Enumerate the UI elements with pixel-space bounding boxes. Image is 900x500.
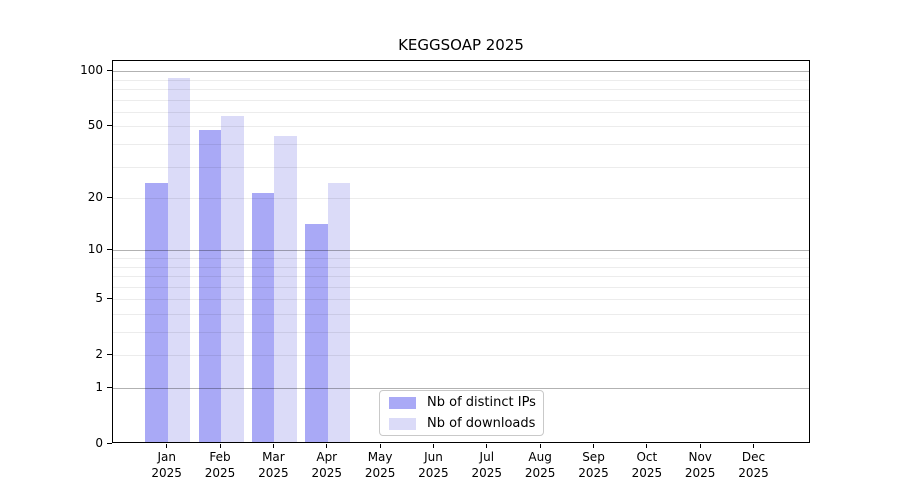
y-tick-mark [107,443,112,444]
x-tick-label: Sep 2025 [578,450,609,480]
y-tick-label: 50 [87,118,103,133]
x-tick-label: Apr 2025 [311,450,343,480]
minor-gridline [113,266,809,268]
bar-apr-downloads [327,182,351,442]
x-tick-mark [432,444,434,448]
minor-gridline [113,79,809,81]
y-tick-mark [107,354,112,356]
x-tick-mark [539,444,541,448]
x-tick-mark [699,444,701,448]
minor-gridline [113,99,809,101]
bar-jan-downloads [167,77,191,442]
x-tick-label: Jun 2025 [418,450,449,480]
x-tick-label: Jan 2025 [151,450,182,480]
minor-gridline [113,332,809,334]
legend-row: Nb of distinct IPs [389,393,536,412]
y-tick-label: 2 [95,347,103,362]
x-tick-mark [272,444,274,448]
x-tick-label: Aug 2025 [524,450,556,480]
minor-gridline [113,198,809,200]
legend-row: Nb of downloads [389,414,536,433]
y-tick-label: 100 [80,63,103,78]
minor-gridline [113,276,809,278]
y-tick-label: 0 [95,436,103,450]
y-tick-mark [107,298,112,300]
legend-label: Nb of distinct IPs [427,395,536,410]
x-tick-mark [486,444,488,448]
x-tick-label: Jul 2025 [471,450,503,480]
bar-feb-ips [198,130,222,442]
minor-gridline [113,89,809,91]
legend: Nb of distinct IPs Nb of downloads [379,390,544,436]
chart-title: KEGGSOAP 2025 [398,36,524,54]
minor-gridline [113,126,809,128]
minor-gridline [113,286,809,288]
major-gridline [113,250,809,252]
minor-gridline [113,355,809,357]
y-tick-label: 1 [95,380,103,394]
minor-gridline [113,313,809,315]
legend-swatch [389,396,416,409]
major-gridline [113,388,809,389]
x-tick-mark [593,444,594,448]
x-tick-mark [379,444,381,448]
bar-apr-ips [305,224,328,442]
x-tick-label: Nov 2025 [684,450,716,480]
y-tick-mark [107,70,112,72]
x-tick-mark [326,444,328,448]
x-tick-mark [219,444,221,448]
y-tick-mark [107,249,112,251]
y-tick-label: 5 [95,291,103,306]
minor-gridline [113,166,809,168]
y-tick-label: 10 [87,242,103,257]
x-tick-label: Feb 2025 [204,450,236,480]
bar-mar-ips [251,193,275,442]
x-tick-label: Dec 2025 [738,450,769,480]
plot-area [112,60,810,443]
legend-label: Nb of downloads [427,416,536,431]
x-tick-label: Mar 2025 [258,450,289,480]
x-tick-mark [646,444,648,448]
minor-gridline [113,111,809,113]
y-tick-mark [107,197,112,199]
major-gridline [113,71,809,73]
y-tick-mark [107,387,112,388]
minor-gridline [113,299,809,301]
legend-swatch [389,417,416,430]
bar-jan-ips [145,182,168,442]
x-tick-label: May 2025 [364,450,396,480]
bar-mar-downloads [274,135,297,442]
x-tick-label: Oct 2025 [631,450,663,480]
bar-feb-downloads [221,116,244,442]
y-tick-label: 20 [87,190,103,205]
minor-gridline [113,258,809,259]
x-tick-mark [753,444,755,448]
y-tick-mark [107,125,112,127]
minor-gridline [113,144,809,146]
x-tick-mark [166,444,168,448]
